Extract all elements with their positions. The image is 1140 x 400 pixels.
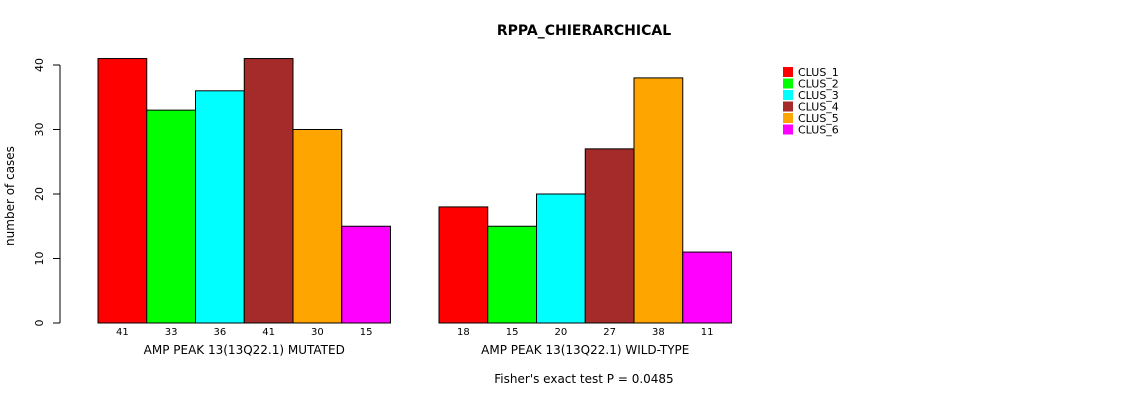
bar-value-label: 33 — [165, 327, 178, 338]
bar-clus-3-group-1 — [195, 90, 245, 324]
bar-value-label: 41 — [262, 327, 275, 338]
legend-label: CLUS_4 — [798, 101, 839, 114]
bar-value-label: 20 — [555, 327, 568, 338]
legend-label: CLUS_2 — [798, 78, 839, 91]
bar-clus-4-group-1 — [243, 58, 294, 324]
bar-value-label: 15 — [360, 327, 373, 338]
bar-clus-1-group-2 — [438, 206, 489, 324]
bar-clus-2-group-2 — [487, 225, 537, 324]
fisher-test-footnote: Fisher's exact test P = 0.0485 — [494, 372, 673, 386]
y-tick-label: 30 — [33, 123, 46, 137]
bar-clus-6-group-2 — [682, 251, 732, 324]
legend-label: CLUS_6 — [798, 124, 839, 137]
group-label: AMP PEAK 13(13Q22.1) WILD-TYPE — [481, 343, 689, 357]
bar-value-label: 15 — [506, 327, 519, 338]
y-tick-label: 10 — [33, 252, 46, 266]
legend-label: CLUS_5 — [798, 112, 839, 125]
bar-value-label: 18 — [457, 327, 470, 338]
legend-label: CLUS_1 — [798, 66, 839, 79]
legend-swatch-clus-6 — [783, 124, 793, 135]
chart-title: RPPA_CHIERARCHICAL — [497, 23, 671, 39]
bar-value-label: 41 — [116, 327, 129, 338]
bar-clus-1-group-1 — [97, 58, 148, 324]
bar-value-label: 27 — [603, 327, 616, 338]
y-tick-label: 20 — [33, 187, 46, 201]
legend-swatch-clus-4 — [783, 101, 793, 112]
legend-swatch-clus-3 — [783, 90, 793, 100]
y-tick-label: 0 — [33, 320, 46, 327]
bar-clus-2-group-1 — [146, 109, 196, 324]
y-axis-label: number of cases — [3, 146, 17, 246]
legend-swatch-clus-5 — [783, 113, 793, 123]
y-tick-label: 40 — [33, 58, 46, 72]
legend-swatch-clus-2 — [783, 78, 793, 89]
legend-swatch-clus-1 — [783, 67, 793, 77]
bar-clus-5-group-2 — [633, 77, 684, 324]
bar-value-label: 38 — [652, 327, 665, 338]
bar-value-label: 36 — [214, 327, 227, 338]
bar-value-label: 30 — [311, 327, 324, 338]
group-label: AMP PEAK 13(13Q22.1) MUTATED — [144, 343, 345, 357]
bar-clus-3-group-2 — [536, 193, 586, 324]
bar-value-label: 11 — [701, 327, 714, 338]
bar-clus-6-group-1 — [341, 225, 391, 324]
legend-label: CLUS_3 — [798, 89, 839, 102]
bar-clus-4-group-2 — [584, 148, 635, 324]
bar-clus-5-group-1 — [292, 129, 343, 324]
